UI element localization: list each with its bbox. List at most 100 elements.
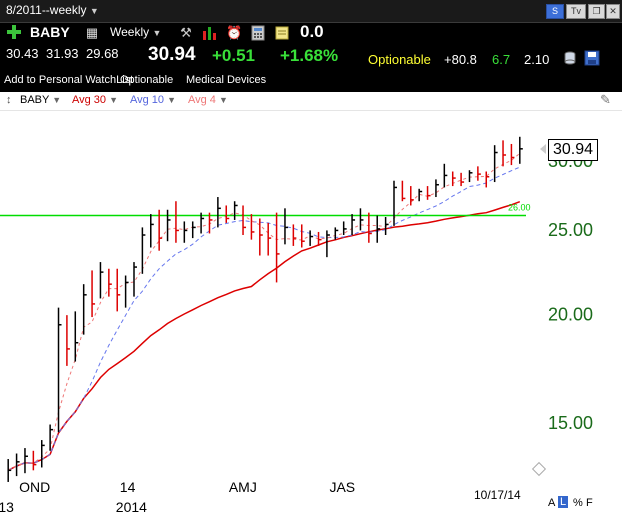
scale-a-button[interactable]: A	[548, 497, 556, 509]
date-range-selector[interactable]: 8/2011--weekly ▼	[6, 3, 99, 17]
price-bar	[493, 145, 498, 183]
price-bar	[57, 307, 62, 433]
avg10-line	[7, 166, 520, 471]
price-bar	[200, 212, 205, 234]
tools-icon[interactable]: ⚒	[180, 25, 192, 40]
save-icon[interactable]	[584, 50, 600, 66]
alarm-clock-icon[interactable]: ⏰	[226, 25, 243, 40]
price-bar	[99, 262, 104, 299]
price-bar	[368, 212, 372, 243]
price-bar	[309, 230, 314, 246]
price-bar	[443, 163, 448, 188]
scale-log-button[interactable]: L	[558, 496, 569, 508]
price-bar	[116, 268, 121, 312]
price-bar	[108, 268, 112, 297]
indicator-bars-icon[interactable]	[202, 25, 218, 41]
database-icon[interactable]	[562, 50, 578, 66]
y-axis-tick-label: 20.00	[548, 304, 593, 324]
price-bar	[376, 215, 381, 243]
scale-f-button[interactable]: F	[586, 497, 593, 509]
price-bar	[91, 270, 96, 318]
industry-label[interactable]: Medical Devices	[186, 74, 267, 86]
price-bar	[32, 450, 37, 471]
price-bar	[208, 212, 213, 234]
price-bar	[259, 218, 263, 256]
price-change: +0.51	[212, 46, 256, 65]
date-range-label: 8/2011--weekly	[6, 3, 87, 17]
add-symbol-icon[interactable]	[6, 24, 22, 40]
price-bar	[166, 209, 171, 242]
legend-symbol-label: BABY	[20, 94, 50, 106]
price-bar	[141, 227, 146, 274]
price-bar	[66, 315, 70, 366]
y-axis-tick-label: 25.00	[548, 220, 593, 240]
open-price: 30.43	[6, 46, 39, 61]
price-bar	[334, 227, 339, 240]
price-bar	[477, 166, 481, 181]
price-bar	[359, 208, 364, 231]
last-price-marker-icon	[540, 144, 546, 154]
calculator-icon[interactable]	[250, 25, 266, 41]
value-2: 6.7	[492, 52, 511, 67]
price-bar	[242, 205, 247, 236]
price-bar	[40, 440, 45, 468]
chevron-down-icon: ▼	[52, 95, 62, 105]
restore-window-icon[interactable]: ❐	[588, 4, 605, 19]
high-price: 31.93	[46, 46, 79, 61]
price-bar	[24, 448, 28, 474]
price-bar	[292, 224, 297, 246]
percent-change: +1.68%	[280, 46, 339, 65]
x-axis-tick-label: AMJ	[229, 479, 257, 495]
s-window-button[interactable]: S	[546, 4, 564, 19]
legend-avg10[interactable]: Avg 10 ▼	[130, 94, 176, 106]
close-icon[interactable]: ✕	[606, 4, 620, 19]
note-icon[interactable]	[274, 25, 290, 41]
interval-selector[interactable]: Weekly ▼	[110, 25, 161, 39]
chevron-down-icon: ▼	[219, 95, 228, 105]
price-bar	[342, 221, 347, 236]
pencil-icon[interactable]: ✎	[600, 92, 611, 107]
price-bar	[175, 201, 179, 243]
zero-value: 0.0	[300, 22, 324, 41]
avg30-line	[7, 200, 521, 471]
legend-avg30[interactable]: Avg 30 ▼	[72, 94, 118, 106]
chevron-down-icon: ▼	[109, 95, 119, 105]
price-bar	[401, 180, 406, 202]
price-bar	[275, 212, 280, 283]
chart-end-date: 10/17/14	[474, 488, 521, 502]
price-bar	[250, 214, 255, 240]
price-bar	[267, 222, 272, 256]
price-bar	[502, 140, 507, 167]
low-price: 29.68	[86, 46, 119, 61]
price-bar	[82, 284, 87, 335]
indicator-legend: ↕ BABY ▼ Avg 30 ▼ Avg 10 ▼ Avg 4 ▼ ✎	[0, 92, 622, 111]
legend-avg30-label: Avg 30	[72, 94, 107, 106]
legend-avg4-label: Avg 4	[188, 94, 216, 106]
legend-symbol[interactable]: BABY ▼	[20, 94, 61, 106]
legend-expand-icon[interactable]: ↕	[6, 94, 12, 106]
price-bar	[7, 459, 12, 482]
price-bar	[426, 186, 431, 200]
symbol-label[interactable]: BABY	[30, 24, 70, 40]
price-bar	[317, 231, 322, 246]
add-to-watchlist-link[interactable]: Add to Personal WatchList	[4, 74, 134, 86]
price-bar	[451, 171, 456, 187]
price-bar	[225, 205, 230, 223]
avg4-line	[7, 153, 521, 471]
legend-avg4[interactable]: Avg 4 ▼	[188, 94, 228, 106]
value-3: 2.10	[524, 52, 550, 67]
last-price-box: 30.94	[548, 139, 599, 161]
tv-window-button[interactable]: Tv	[566, 4, 586, 19]
price-bar	[217, 197, 221, 228]
price-bar	[418, 188, 423, 202]
value-1: +80.8	[444, 52, 477, 67]
legend-avg10-label: Avg 10	[130, 94, 165, 106]
price-bar	[158, 209, 163, 251]
price-bar	[326, 230, 330, 258]
price-bar	[410, 186, 414, 206]
price-bar	[300, 224, 305, 248]
scale-percent-button[interactable]: %	[573, 497, 583, 509]
optionable-label: Optionable	[368, 52, 431, 67]
cube-icon[interactable]: ▦	[85, 25, 99, 40]
